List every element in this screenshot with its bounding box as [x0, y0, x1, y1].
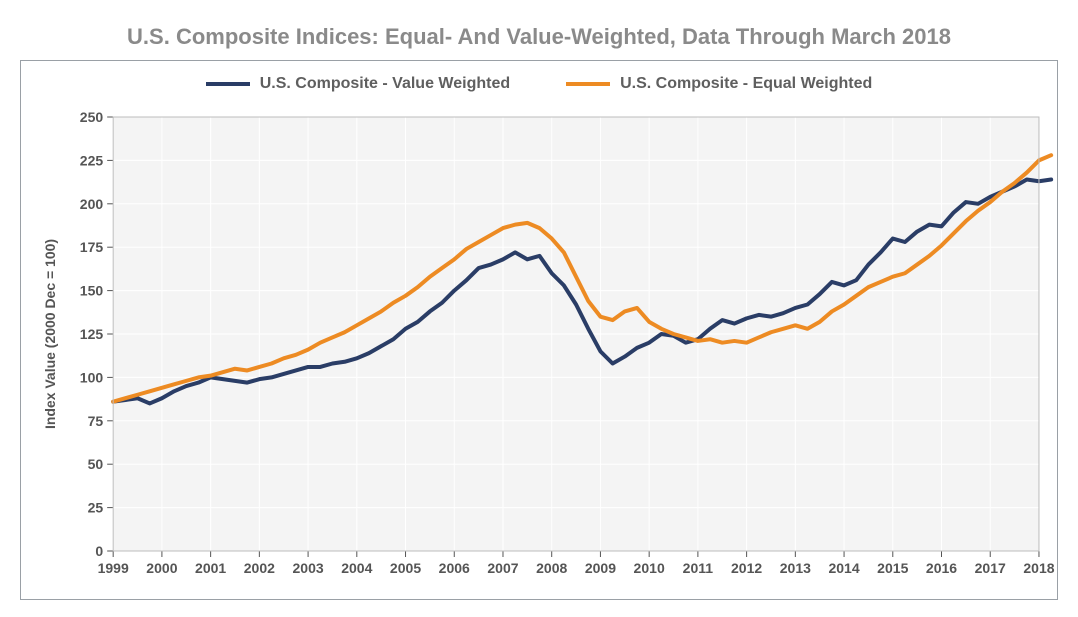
x-tick-label: 2018 — [1023, 560, 1054, 576]
legend-item-value-weighted: U.S. Composite - Value Weighted — [206, 75, 510, 93]
x-tick-label: 2000 — [146, 560, 177, 576]
x-tick-label: 2015 — [877, 560, 908, 576]
x-tick-label: 2013 — [780, 560, 811, 576]
x-tick-label: 2001 — [195, 560, 226, 576]
y-tick-label: 150 — [80, 283, 104, 299]
x-tick-label: 1999 — [98, 560, 129, 576]
chart-legend: U.S. Composite - Value Weighted U.S. Com… — [21, 75, 1057, 93]
x-tick-label: 2008 — [536, 560, 567, 576]
x-tick-label: 2017 — [975, 560, 1006, 576]
y-axis-label: Index Value (2000 Dec = 100) — [42, 239, 58, 429]
x-tick-label: 2004 — [341, 560, 372, 576]
x-tick-label: 2010 — [634, 560, 665, 576]
x-tick-label: 2016 — [926, 560, 957, 576]
x-tick-label: 2014 — [828, 560, 859, 576]
legend-swatch — [566, 82, 610, 86]
legend-label: U.S. Composite - Value Weighted — [260, 75, 510, 93]
chart-svg: 0 25 50 75 100 125 150 175 200 225 250 1999 2000 2001… — [21, 61, 1057, 599]
x-tick-label: 2012 — [731, 560, 762, 576]
y-tick-label: 75 — [88, 413, 104, 429]
x-tick-label: 2006 — [439, 560, 470, 576]
chart-panel: U.S. Composite - Value Weighted U.S. Com… — [20, 60, 1058, 600]
y-tick-label: 0 — [95, 543, 103, 559]
chart-frame: U.S. Composite Indices: Equal- And Value… — [0, 0, 1078, 617]
y-tick-label: 175 — [80, 239, 104, 255]
y-tick-label: 25 — [88, 500, 104, 516]
y-tick-label: 100 — [80, 369, 104, 385]
y-tick-label: 200 — [80, 196, 104, 212]
legend-swatch — [206, 82, 250, 86]
y-tick-label: 50 — [88, 456, 104, 472]
x-tick-label: 2009 — [585, 560, 616, 576]
x-tick-label: 2007 — [487, 560, 518, 576]
legend-item-equal-weighted: U.S. Composite - Equal Weighted — [566, 75, 872, 93]
x-tick-label: 2011 — [683, 560, 714, 576]
x-tick-label: 2005 — [390, 560, 421, 576]
y-tick-label: 225 — [80, 152, 104, 168]
chart-title: U.S. Composite Indices: Equal- And Value… — [20, 24, 1058, 50]
x-tick-label: 2002 — [244, 560, 275, 576]
x-tick-label: 2003 — [292, 560, 323, 576]
legend-label: U.S. Composite - Equal Weighted — [620, 75, 872, 93]
y-tick-label: 250 — [80, 109, 104, 125]
y-tick-label: 125 — [80, 326, 104, 342]
